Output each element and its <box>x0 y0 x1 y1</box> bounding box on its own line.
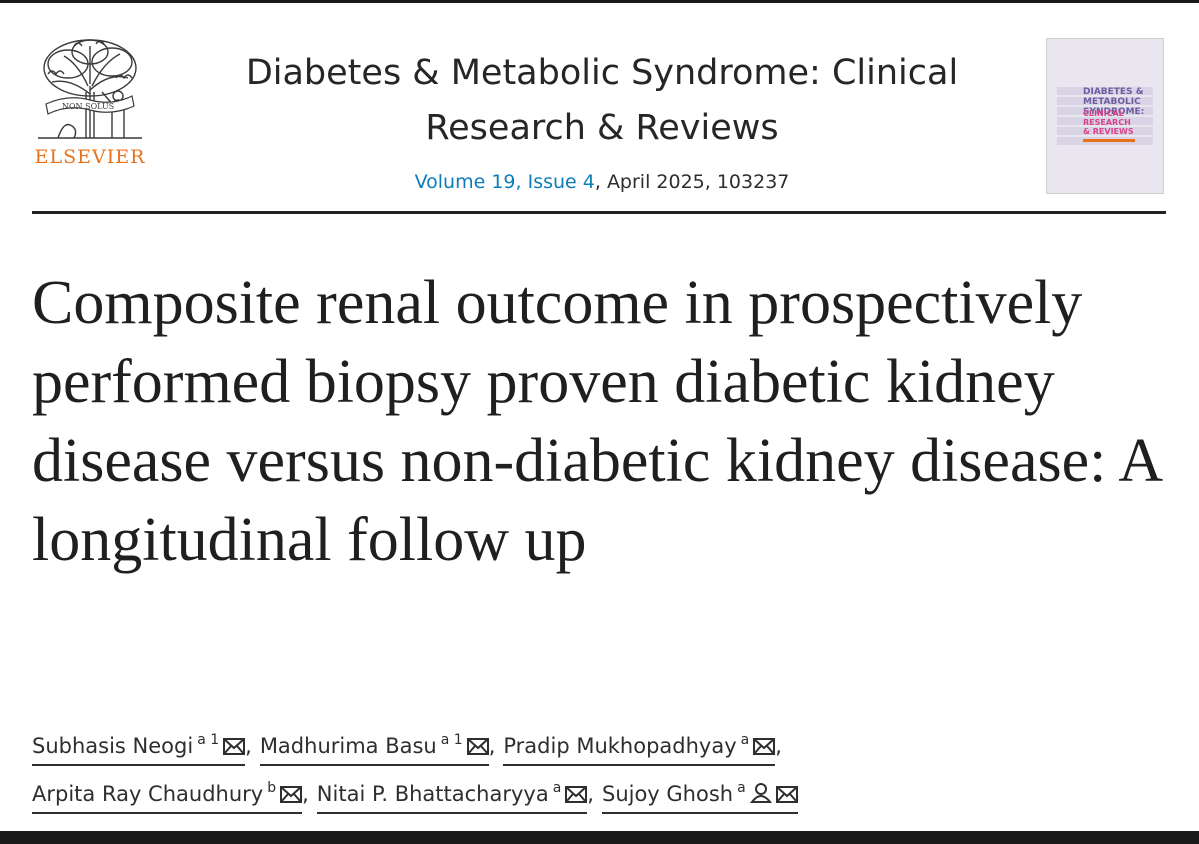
author-list: Subhasis Neogi a 1, Madhurima Basu a 1, Prad… <box>32 722 1172 818</box>
author-affiliation: a <box>552 780 562 796</box>
author-name: Madhurima Basu <box>259 734 437 758</box>
person-icon[interactable] <box>749 781 772 811</box>
author-separator: , <box>587 782 594 806</box>
author-affiliation: a <box>737 780 746 796</box>
author-separator: , <box>245 734 252 758</box>
issue-line: Volume 19, Issue 4, April 2025, 103237 <box>170 171 1034 193</box>
author-name: Sujoy Ghosh <box>601 782 734 806</box>
author-name: Subhasis Neogi <box>32 734 194 758</box>
author-affiliation: a <box>740 732 750 748</box>
author-name: Arpita Ray Chaudhury <box>32 782 264 806</box>
author-separator: , <box>302 782 309 806</box>
envelope-icon[interactable] <box>753 733 776 763</box>
envelope-icon[interactable] <box>223 733 246 763</box>
envelope-icon[interactable] <box>280 781 303 811</box>
author-name: Nitai P. Bhattacharyya <box>316 782 549 806</box>
header-divider <box>32 211 1166 214</box>
envelope-icon[interactable] <box>466 733 489 763</box>
cover-accent-bar <box>1083 139 1135 142</box>
cover-title: DIABETES & METABOLIC SYNDROME: <box>1083 87 1145 117</box>
author-affiliation: a 1 <box>197 732 220 748</box>
journal-cover-thumbnail[interactable]: DIABETES & METABOLIC SYNDROME: CLINICAL … <box>1046 38 1164 194</box>
author-separator: , <box>488 734 496 758</box>
volume-issue-link[interactable]: Volume 19, Issue 4 <box>414 171 595 193</box>
elsevier-logo[interactable]: NON SOLUS ELSEVIER <box>28 34 152 174</box>
author-name: Pradip Mukhopadhyay <box>503 734 737 758</box>
author-affiliation: a 1 <box>440 732 463 748</box>
top-border <box>0 0 1199 3</box>
author-link[interactable]: Pradip Mukhopadhyay a <box>503 725 776 766</box>
bottom-bar <box>0 831 1199 844</box>
issue-details: , April 2025, 103237 <box>594 171 790 193</box>
journal-title[interactable]: Diabetes & Metabolic Syndrome: Clinical … <box>245 53 959 148</box>
envelope-icon[interactable] <box>565 781 588 811</box>
author-link[interactable]: Madhurima Basu a 1 <box>259 725 489 766</box>
author-link[interactable]: Subhasis Neogi a 1 <box>32 725 246 766</box>
author-affiliation: b <box>267 780 277 796</box>
author-link[interactable]: Nitai P. Bhattacharyya a <box>316 773 588 814</box>
elsevier-tree-icon: NON SOLUS <box>38 39 142 139</box>
cover-subtitle: CLINICAL RESEARCH & REVIEWS <box>1083 109 1134 136</box>
envelope-icon[interactable] <box>775 781 798 811</box>
elsevier-wordmark: ELSEVIER <box>34 146 146 168</box>
logo-motto: NON SOLUS <box>62 102 114 111</box>
author-link[interactable]: Sujoy Ghosh a <box>601 773 798 814</box>
article-title: Composite renal outcome in prospectively… <box>32 269 1160 574</box>
author-link[interactable]: Arpita Ray Chaudhury b <box>32 773 303 814</box>
author-separator: , <box>775 734 782 758</box>
